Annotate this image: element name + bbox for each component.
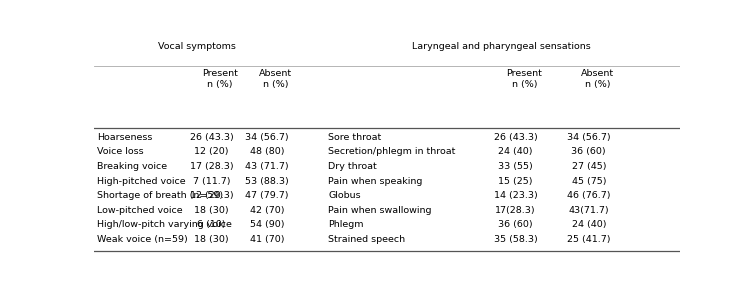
Text: Weak voice (n=59): Weak voice (n=59) — [97, 235, 188, 244]
Text: Secretion/phlegm in throat: Secretion/phlegm in throat — [328, 147, 456, 156]
Text: Pain when swallowing: Pain when swallowing — [328, 206, 432, 215]
Text: Present
n (%): Present n (%) — [507, 69, 542, 89]
Text: 25 (41.7): 25 (41.7) — [567, 235, 611, 244]
Text: 34 (56.7): 34 (56.7) — [567, 133, 611, 142]
Text: 18 (30): 18 (30) — [194, 206, 229, 215]
Text: 24 (40): 24 (40) — [498, 147, 533, 156]
Text: 35 (58.3): 35 (58.3) — [494, 235, 538, 244]
Text: Absent
n (%): Absent n (%) — [581, 69, 614, 89]
Text: Dry throat: Dry throat — [328, 162, 378, 171]
Text: 18 (30): 18 (30) — [194, 235, 229, 244]
Text: 7 (11.7): 7 (11.7) — [193, 177, 230, 185]
Text: 12 (20): 12 (20) — [194, 147, 229, 156]
Text: Sore throat: Sore throat — [328, 133, 382, 142]
Text: 26 (43.3): 26 (43.3) — [190, 133, 233, 142]
Text: 17 (28.3): 17 (28.3) — [190, 162, 233, 171]
Text: 41 (70): 41 (70) — [250, 235, 284, 244]
Text: Low-pitched voice: Low-pitched voice — [97, 206, 183, 215]
Text: High-pitched voice: High-pitched voice — [97, 177, 186, 185]
Text: Voice loss: Voice loss — [97, 147, 144, 156]
Text: 48 (80): 48 (80) — [250, 147, 284, 156]
Text: Present
n (%): Present n (%) — [202, 69, 238, 89]
Text: 17(28.3): 17(28.3) — [495, 206, 536, 215]
Text: 6 (10): 6 (10) — [197, 220, 226, 229]
Text: Breaking voice: Breaking voice — [97, 162, 168, 171]
Text: 43 (71.7): 43 (71.7) — [245, 162, 289, 171]
Text: 24 (40): 24 (40) — [572, 220, 606, 229]
Text: Vocal symptoms: Vocal symptoms — [158, 42, 236, 51]
Text: 53 (88.3): 53 (88.3) — [245, 177, 289, 185]
Text: 36 (60): 36 (60) — [498, 220, 533, 229]
Text: High/low-pitch varying voice: High/low-pitch varying voice — [97, 220, 233, 229]
Text: Hoarseness: Hoarseness — [97, 133, 153, 142]
Text: 42 (70): 42 (70) — [250, 206, 284, 215]
Text: 43(71.7): 43(71.7) — [569, 206, 609, 215]
Text: Absent
n (%): Absent n (%) — [259, 69, 292, 89]
Text: 27 (45): 27 (45) — [572, 162, 606, 171]
Text: 26 (43.3): 26 (43.3) — [494, 133, 538, 142]
Text: Phlegm: Phlegm — [328, 220, 364, 229]
Text: 45 (75): 45 (75) — [572, 177, 606, 185]
Text: 34 (56.7): 34 (56.7) — [245, 133, 289, 142]
Text: 36 (60): 36 (60) — [572, 147, 606, 156]
Text: Shortage of breath (n=59): Shortage of breath (n=59) — [97, 191, 223, 200]
Text: 33 (55): 33 (55) — [498, 162, 533, 171]
Text: Globus: Globus — [328, 191, 361, 200]
Text: Pain when speaking: Pain when speaking — [328, 177, 423, 185]
Text: 46 (76.7): 46 (76.7) — [567, 191, 611, 200]
Text: Laryngeal and pharyngeal sensations: Laryngeal and pharyngeal sensations — [411, 42, 590, 51]
Text: 12 (20.3): 12 (20.3) — [190, 191, 233, 200]
Text: Strained speech: Strained speech — [328, 235, 405, 244]
Text: 15 (25): 15 (25) — [498, 177, 533, 185]
Text: 54 (90): 54 (90) — [250, 220, 284, 229]
Text: 14 (23.3): 14 (23.3) — [494, 191, 538, 200]
Text: 47 (79.7): 47 (79.7) — [245, 191, 288, 200]
